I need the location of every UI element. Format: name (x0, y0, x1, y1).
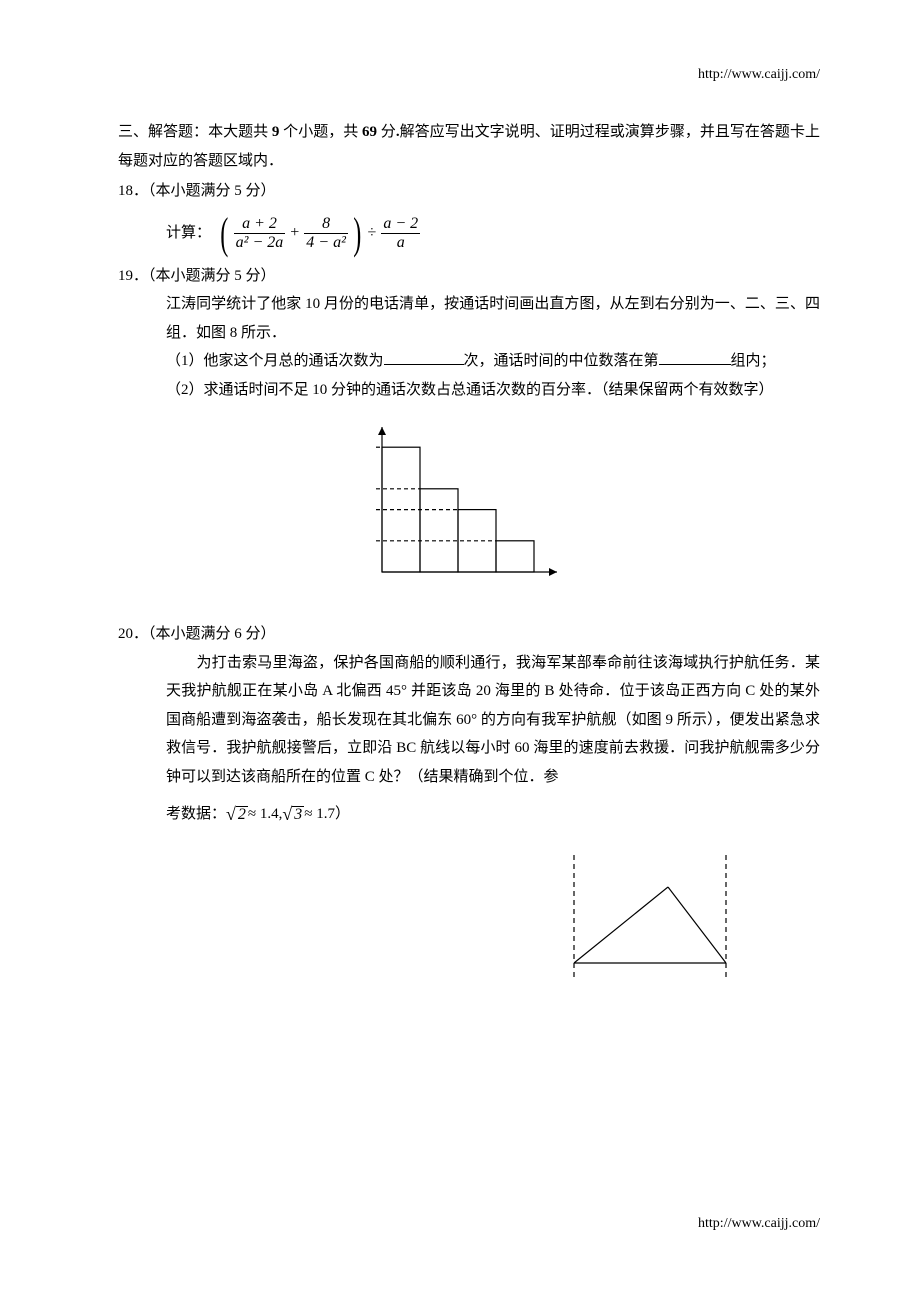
histogram-svg (354, 412, 584, 592)
plus-icon: + (290, 218, 299, 248)
q18-frac1-den: a² − 2a (234, 233, 286, 252)
q20-ref: 考数据： √2 ≈ 1.4, √3 ≈ 1.7） (166, 797, 820, 831)
question-20: 20．（本小题满分 6 分） 为打击索马里海盗，保护各国商船的顺利通行，我海军某… (118, 620, 820, 995)
section-title: 三、解答题：本大题共 9 个小题，共 69 分.解答应写出文字说明、证明过程或演… (118, 118, 820, 175)
q18-formula: 计算： ( a + 2 a² − 2a + 8 4 − a² ) ÷ a − 2… (118, 212, 820, 256)
lparen-icon: ( (220, 212, 228, 256)
section-points: 69 (362, 124, 377, 140)
surd-icon: √ (282, 797, 292, 831)
indent (166, 655, 196, 671)
q18-label: 计算： (166, 219, 211, 248)
q19-p2c: 组内； (731, 353, 776, 369)
surd-icon: √ (226, 797, 236, 831)
q19-p2: （1）他家这个月总的通话次数为 次，通话时间的中位数落在第 组内； (166, 347, 820, 376)
sqrt2-rad: 2 (236, 806, 248, 823)
q20-no: 20． (118, 626, 148, 642)
content-area: 三、解答题：本大题共 9 个小题，共 69 分.解答应写出文字说明、证明过程或演… (118, 118, 820, 995)
divide-icon: ÷ (368, 218, 377, 248)
q18-frac2-den: 4 − a² (304, 233, 348, 252)
q20-approx1: ≈ 1.4, (248, 800, 282, 829)
q20-p2a: 考数据： (166, 800, 226, 829)
q20-head: 20．（本小题满分 6 分） (118, 620, 820, 649)
section-mid1: 个小题，共 (279, 124, 362, 140)
q20-p1: 为打击索马里海盗，保护各国商船的顺利通行，我海军某部奉命前往该海域执行护航任务．… (166, 649, 820, 792)
question-18: 18．（本小题满分 5 分） 计算： ( a + 2 a² − 2a + 8 4… (118, 177, 820, 256)
rparen-icon: ) (353, 212, 361, 256)
q19-p2a: （1）他家这个月总的通话次数为 (166, 353, 384, 369)
q18-frac2: 8 4 − a² (304, 215, 348, 251)
q18-frac3-num: a − 2 (381, 215, 420, 233)
section-prefix: 三、解答题：本大题共 (118, 124, 272, 140)
q18-frac1: a + 2 a² − 2a (234, 215, 286, 251)
section-mid2: 分 (377, 124, 396, 140)
sqrt3-rad: 3 (292, 806, 304, 823)
q19-p2b: 次，通话时间的中位数落在第 (464, 353, 659, 369)
q19-head-text: （本小题满分 5 分） (148, 268, 276, 284)
q19-body: 江涛同学统计了他家 10 月份的电话清单，按通话时间画出直方图，从左到右分别为一… (118, 290, 820, 404)
q18-frac3-den: a (381, 233, 420, 252)
blank-2 (659, 349, 731, 366)
q18-frac1-num: a + 2 (234, 215, 286, 233)
blank-1 (384, 349, 464, 366)
histogram-figure (118, 412, 820, 592)
q18-head-text: （本小题满分 5 分） (148, 183, 276, 199)
figure-9 (118, 845, 820, 995)
q20-approx2: ≈ 1.7） (304, 800, 350, 829)
q20-head-text: （本小题满分 6 分） (148, 626, 276, 642)
header-url: http://www.caijj.com/ (698, 62, 820, 89)
q18-frac2-num: 8 (304, 215, 348, 233)
footer-url: http://www.caijj.com/ (698, 1211, 820, 1238)
q19-p3: （2）求通话时间不足 10 分钟的通话次数占总通话次数的百分率．（结果保留两个有… (166, 376, 820, 405)
q18-no: 18． (118, 183, 148, 199)
fig9-svg (550, 845, 750, 995)
q20-p-text: 为打击索马里海盗，保护各国商船的顺利通行，我海军某部奉命前往该海域执行护航任务．… (166, 655, 820, 785)
sqrt2: √2 (226, 797, 248, 831)
q19-no: 19． (118, 268, 148, 284)
sqrt3: √3 (282, 797, 304, 831)
question-19: 19．（本小题满分 5 分） 江涛同学统计了他家 10 月份的电话清单，按通话时… (118, 262, 820, 593)
page: 三、解答题：本大题共 9 个小题，共 69 分.解答应写出文字说明、证明过程或演… (0, 0, 920, 1035)
q19-head: 19．（本小题满分 5 分） (118, 262, 820, 291)
q18-frac3: a − 2 a (381, 215, 420, 251)
q18-head: 18．（本小题满分 5 分） (118, 177, 820, 206)
q20-body: 为打击索马里海盗，保护各国商船的顺利通行，我海军某部奉命前往该海域执行护航任务．… (118, 649, 820, 832)
q19-p1: 江涛同学统计了他家 10 月份的电话清单，按通话时间画出直方图，从左到右分别为一… (166, 290, 820, 347)
